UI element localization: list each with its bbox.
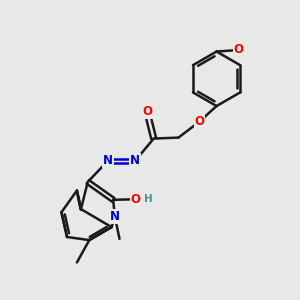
- Text: H: H: [144, 194, 153, 204]
- Text: O: O: [142, 105, 152, 118]
- Text: O: O: [130, 193, 140, 206]
- Text: N: N: [103, 154, 113, 167]
- Text: N: N: [130, 154, 140, 167]
- Text: O: O: [194, 115, 205, 128]
- Text: O: O: [234, 44, 244, 56]
- Text: N: N: [110, 210, 120, 223]
